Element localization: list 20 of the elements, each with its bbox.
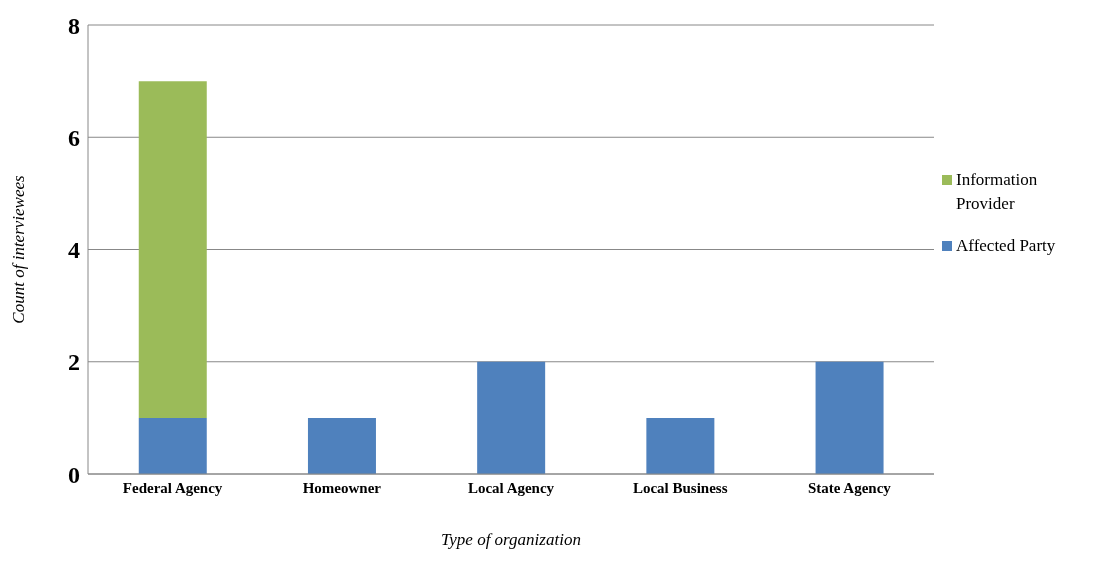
y-axis-title: Count of interviewees [9, 175, 29, 324]
y-tick-label: 6 [68, 124, 80, 151]
bar [477, 361, 546, 474]
bar [138, 417, 207, 474]
y-tick-label: 8 [68, 12, 80, 39]
bar [646, 417, 715, 474]
x-tick-label: Local Agency [467, 479, 555, 496]
bar [815, 361, 884, 474]
y-tick-label: 0 [68, 461, 80, 488]
legend-label: Information Provider [956, 169, 1039, 215]
legend-label: Affected Party [956, 235, 1056, 257]
x-tick-label: State Agency [807, 479, 892, 496]
y-tick-label: 2 [68, 349, 80, 376]
x-axis-title: Type of organization [441, 530, 581, 549]
bar [138, 81, 207, 418]
bar [307, 417, 376, 474]
x-tick-label: Federal Agency [122, 479, 223, 496]
x-tick-label: Homeowner [302, 479, 382, 496]
y-tick-label: 4 [68, 237, 80, 264]
x-tick-label: Local Business [632, 479, 728, 496]
